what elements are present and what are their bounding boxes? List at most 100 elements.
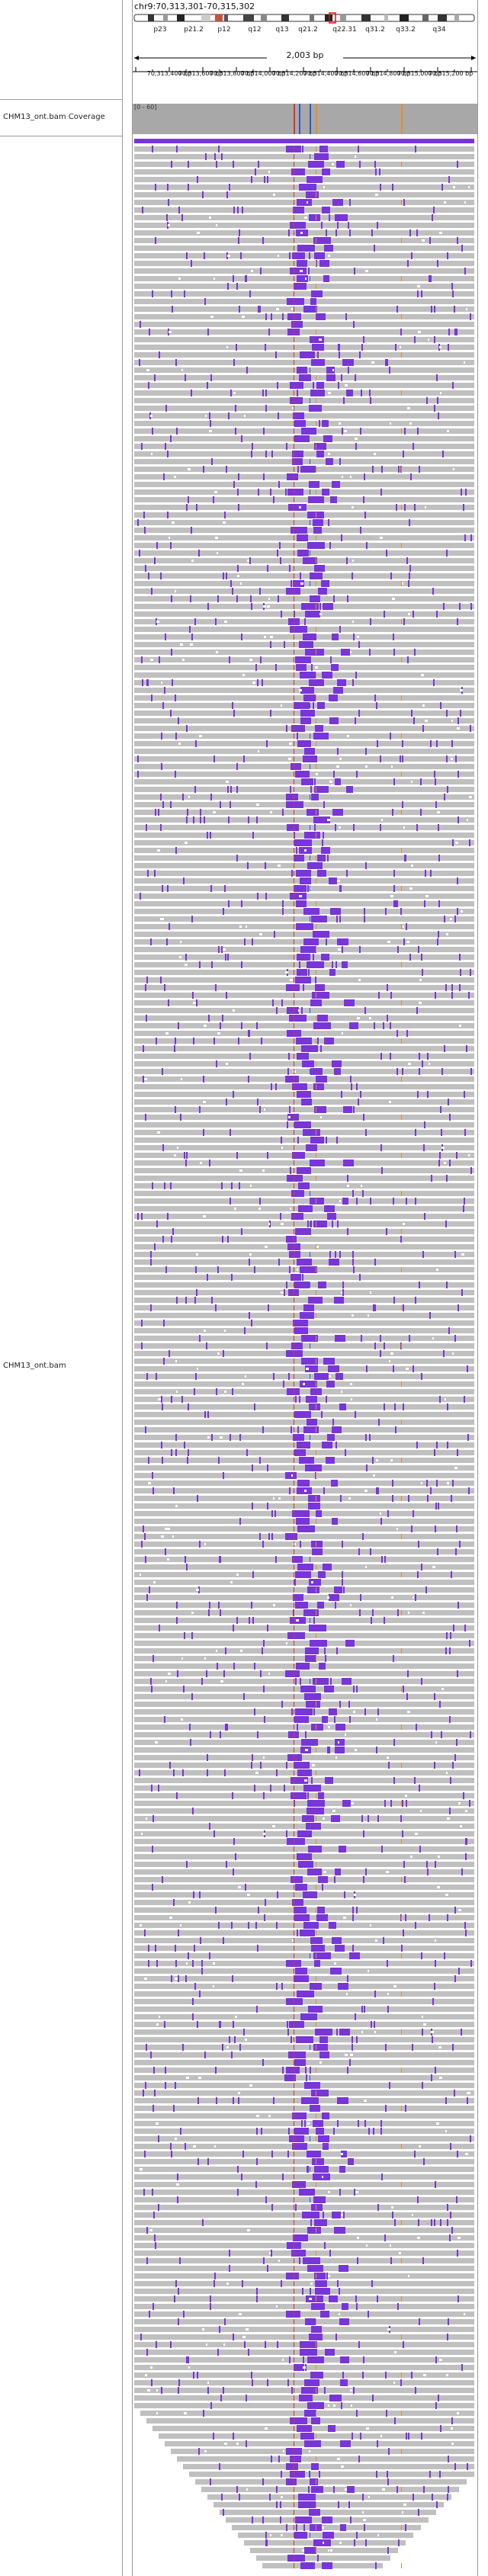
read[interactable] [134, 1397, 474, 1402]
read[interactable] [134, 1374, 474, 1379]
read[interactable] [134, 2289, 474, 2294]
read[interactable] [134, 1298, 474, 1303]
read[interactable] [134, 1557, 474, 1562]
read[interactable] [134, 1679, 474, 1684]
read[interactable] [134, 489, 474, 495]
read[interactable] [134, 1641, 474, 1646]
read[interactable] [183, 2464, 474, 2469]
read[interactable] [134, 1869, 474, 1875]
read[interactable] [134, 1465, 474, 1471]
read[interactable] [134, 1000, 474, 1006]
read[interactable] [134, 1023, 474, 1028]
read[interactable] [134, 2319, 474, 2324]
read[interactable] [134, 383, 474, 388]
read[interactable] [134, 916, 474, 922]
read[interactable] [134, 2304, 474, 2309]
read[interactable] [134, 2068, 474, 2073]
read[interactable] [134, 2167, 474, 2172]
read[interactable] [134, 1534, 474, 1539]
read[interactable] [134, 1389, 474, 1394]
read[interactable] [134, 2045, 474, 2050]
read[interactable] [134, 1069, 474, 1074]
read[interactable] [134, 1496, 474, 1501]
read[interactable] [134, 1808, 474, 1814]
read[interactable] [134, 1900, 474, 1905]
read[interactable] [134, 2228, 474, 2233]
read[interactable] [134, 1732, 474, 1737]
read[interactable] [134, 238, 474, 243]
read[interactable] [134, 1595, 474, 1600]
read[interactable] [134, 962, 474, 967]
read[interactable] [146, 2418, 474, 2424]
read[interactable] [134, 444, 474, 449]
read[interactable] [134, 398, 474, 403]
read[interactable] [134, 787, 474, 792]
read[interactable] [134, 1290, 474, 1295]
read[interactable] [214, 2502, 444, 2507]
data-panel[interactable]: chr9:70,313,301-70,315,302 p23 p21.2 p12 q1… [133, 0, 477, 2576]
read[interactable] [134, 459, 474, 464]
read[interactable] [134, 1221, 474, 1227]
read[interactable] [134, 1176, 474, 1181]
read[interactable] [134, 1625, 474, 1631]
read[interactable] [134, 1984, 474, 1989]
read[interactable] [250, 2548, 398, 2553]
read[interactable] [134, 2075, 474, 2080]
read[interactable] [134, 1366, 474, 1371]
read[interactable] [134, 1145, 474, 1150]
read[interactable] [134, 291, 474, 297]
read[interactable] [134, 345, 474, 350]
read[interactable] [134, 825, 474, 830]
read[interactable] [134, 1198, 474, 1204]
read[interactable] [134, 733, 474, 739]
read[interactable] [134, 932, 474, 937]
read[interactable] [134, 1724, 474, 1730]
read[interactable] [134, 2106, 474, 2111]
read[interactable] [134, 154, 474, 159]
read[interactable] [134, 2281, 474, 2286]
read[interactable] [134, 764, 474, 769]
read[interactable] [134, 1953, 474, 1958]
read[interactable] [134, 451, 474, 457]
read[interactable] [134, 1946, 474, 1951]
read[interactable] [134, 2273, 474, 2279]
read[interactable] [134, 1801, 474, 1806]
read[interactable] [134, 322, 474, 327]
read[interactable] [134, 1115, 474, 1120]
alignment-track[interactable] [133, 139, 477, 2571]
read[interactable] [134, 1420, 474, 1425]
read[interactable] [134, 329, 474, 335]
read[interactable] [134, 162, 474, 167]
read[interactable] [134, 1824, 474, 1829]
read[interactable] [134, 1877, 474, 1882]
read[interactable] [134, 1351, 474, 1356]
read[interactable] [134, 2372, 474, 2378]
read[interactable] [134, 1587, 474, 1593]
read[interactable] [134, 650, 474, 655]
read[interactable] [232, 2525, 421, 2530]
read[interactable] [134, 863, 474, 868]
read[interactable] [134, 2311, 474, 2317]
read[interactable] [134, 2174, 474, 2180]
read[interactable] [171, 2449, 474, 2454]
coverage-track[interactable] [133, 99, 477, 137]
read[interactable] [134, 2327, 474, 2332]
read[interactable] [134, 1580, 474, 1585]
read[interactable] [134, 802, 474, 807]
read[interactable] [201, 2487, 459, 2492]
read[interactable] [134, 520, 474, 525]
read[interactable] [134, 1999, 474, 2004]
read[interactable] [134, 2159, 474, 2164]
read[interactable] [134, 589, 474, 594]
read[interactable] [134, 1961, 474, 1966]
read[interactable] [177, 2456, 474, 2462]
read[interactable] [134, 680, 474, 685]
read[interactable] [134, 1076, 474, 1082]
read[interactable] [134, 2334, 474, 2340]
read[interactable] [189, 2472, 474, 2477]
read[interactable] [134, 1648, 474, 1654]
coverage-track-name[interactable]: CHM13_ont.bam Coverage [3, 113, 105, 121]
read[interactable] [134, 1503, 474, 1509]
read[interactable] [152, 2426, 474, 2431]
read[interactable] [134, 2205, 474, 2210]
